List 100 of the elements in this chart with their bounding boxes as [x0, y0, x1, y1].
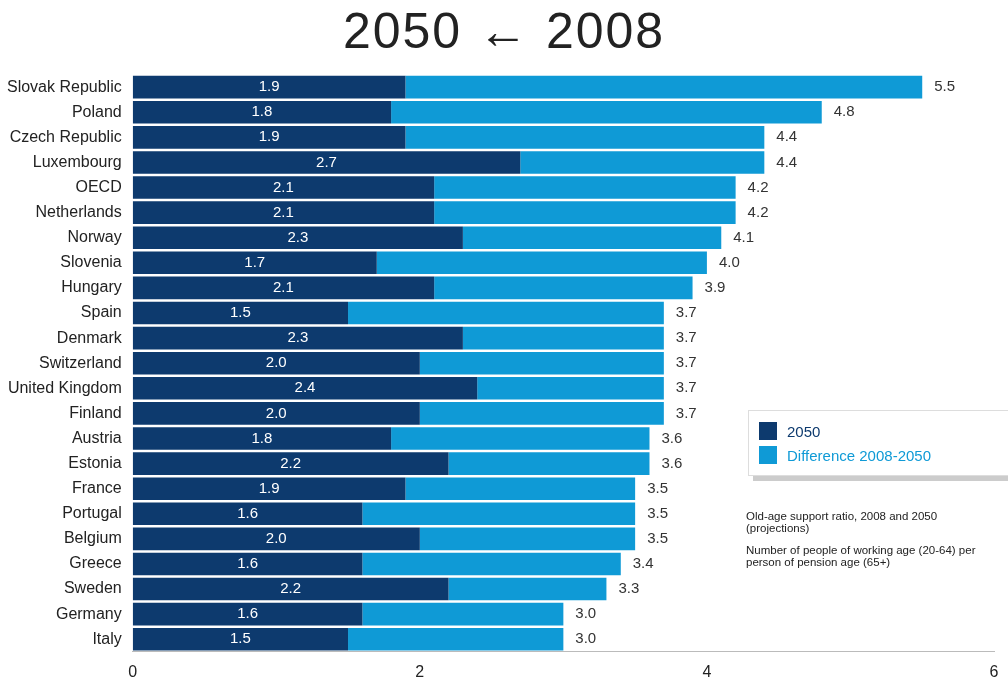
y-tick-label: Finland: [69, 403, 122, 421]
y-tick-label: OECD: [75, 177, 122, 195]
total-label: 3.7: [675, 378, 697, 396]
y-tick-label: France: [71, 479, 122, 497]
bar: [362, 502, 636, 526]
bar: [477, 377, 664, 400]
bar: [132, 276, 435, 300]
data-label: 2.1: [273, 177, 294, 195]
data-label: 2.3: [287, 227, 309, 245]
total-label: 4.2: [747, 202, 769, 220]
bar: [419, 402, 664, 425]
bar: [132, 477, 406, 500]
bar: [376, 251, 707, 275]
y-tick-label: Czech Republic: [9, 127, 122, 145]
total-label: 4.2: [747, 177, 769, 195]
bar: [419, 351, 664, 375]
data-label: 2.1: [273, 202, 294, 220]
bar: [462, 326, 664, 350]
bar: [132, 527, 420, 551]
y-tick-label: United Kingdom: [7, 378, 122, 396]
data-label: 1.5: [229, 629, 251, 647]
total-label: 3.6: [661, 453, 683, 471]
y-tick-label: Netherlands: [35, 203, 122, 221]
bar: [132, 176, 435, 199]
y-tick-label: Greece: [69, 554, 122, 572]
data-label: 1.9: [258, 478, 280, 496]
y-tick-label: Belgium: [63, 529, 122, 547]
data-label: 1.9: [258, 77, 280, 95]
bar: [391, 100, 822, 124]
total-label: 3.7: [675, 353, 697, 371]
y-tick-label: Estonia: [68, 453, 122, 471]
total-label: 3.6: [661, 428, 683, 446]
y-tick-label: Luxembourg: [32, 152, 122, 170]
bar: [132, 201, 435, 224]
y-tick-label: Italy: [92, 629, 122, 647]
bar: [520, 151, 765, 174]
bar: [448, 577, 607, 601]
total-label: 3.0: [575, 604, 597, 622]
total-label: 3.5: [647, 503, 668, 521]
data-label: 1.8: [251, 428, 273, 446]
bar: [348, 301, 664, 325]
data-label: 2.0: [265, 353, 287, 371]
y-tick-label: Sweden: [63, 579, 122, 597]
bar: [132, 427, 392, 450]
y-tick-label: Portugal: [62, 504, 122, 522]
total-label: 5.5: [934, 77, 956, 95]
bar: [132, 126, 406, 149]
bar: [132, 75, 406, 99]
legend-label: Difference 2008-2050: [787, 446, 931, 464]
y-tick-label: Norway: [67, 228, 122, 246]
data-label: 2.3: [287, 328, 309, 346]
x-tick-label: 4: [702, 662, 712, 680]
total-label: 3.4: [632, 554, 654, 572]
bar: [132, 402, 420, 425]
y-tick-label: Slovak Republic: [6, 77, 122, 95]
total-label: 4.4: [776, 127, 798, 145]
y-tick-label: Slovenia: [60, 253, 122, 271]
bar: [362, 602, 564, 626]
bar: [132, 377, 478, 400]
data-label: 1.7: [244, 252, 266, 270]
bar: [132, 502, 363, 526]
x-tick-label: 0: [128, 662, 138, 680]
bar: [462, 226, 722, 250]
y-tick-label: Switzerland: [39, 353, 122, 371]
data-label: 1.6: [237, 503, 258, 521]
data-label: 1.8: [251, 102, 273, 120]
bar: [132, 151, 521, 174]
bar: [132, 627, 349, 651]
legend-label: 2050: [787, 422, 821, 440]
bar: [391, 427, 650, 450]
y-tick-label: Spain: [80, 303, 122, 321]
chart-title: 2050 ← 2008: [341, 2, 667, 61]
annotation: Old-age support ratio, 2008 and 2050 (projections): [746, 510, 939, 534]
data-label: 2.4: [294, 378, 316, 396]
data-label: 1.6: [237, 604, 258, 622]
bar: [132, 602, 363, 626]
bar: [132, 552, 363, 576]
x-tick-label: 6: [989, 662, 999, 680]
data-label: 1.6: [237, 554, 258, 572]
data-label: 2.2: [280, 579, 302, 597]
data-label: 2.2: [280, 453, 302, 471]
y-tick-label: Germany: [55, 604, 122, 622]
total-label: 3.7: [675, 403, 697, 421]
data-label: 2.0: [265, 403, 287, 421]
bar: [434, 276, 693, 300]
bar: [132, 251, 377, 275]
bar: [405, 126, 765, 149]
total-label: 3.7: [675, 303, 697, 321]
total-label: 4.4: [776, 152, 798, 170]
total-label: 4.8: [833, 102, 855, 120]
x-tick-label: 2: [415, 662, 425, 680]
y-tick-label: Hungary: [61, 278, 122, 296]
total-label: 3.5: [647, 478, 668, 496]
data-label: 1.5: [229, 303, 251, 321]
bar: [132, 301, 349, 325]
bar: [362, 552, 621, 576]
data-label: 2.7: [316, 152, 337, 170]
total-label: 4.0: [718, 252, 740, 270]
bar: [132, 351, 420, 375]
bar: [348, 627, 564, 651]
